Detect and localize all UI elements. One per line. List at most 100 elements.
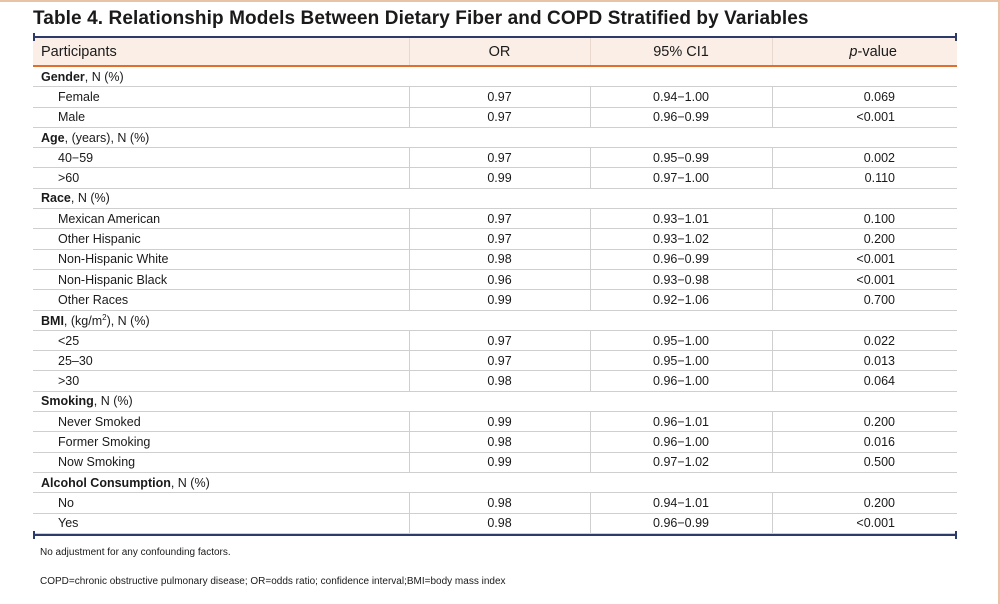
ci-cell: 0.93−1.01: [589, 208, 772, 230]
table-row: 40−59 0.97 0.95−0.99 0.002: [33, 147, 957, 169]
table-container: Participants OR 95% CI1 p-value Gender, …: [33, 33, 957, 539]
ci-cell: 0.93−1.02: [589, 228, 772, 250]
ci-cell: 0.93−0.98: [589, 269, 772, 291]
header-or: OR: [408, 38, 590, 67]
pvalue-cell: 0.022: [771, 330, 957, 352]
table-row: No 0.98 0.94−1.01 0.200: [33, 492, 957, 514]
group-name: Gender: [41, 69, 85, 84]
pvalue-cell: 0.016: [771, 431, 957, 453]
group-heading: Alcohol Consumption, N (%): [33, 472, 957, 494]
pvalue-cell: <0.001: [771, 513, 957, 534]
or-cell: 0.98: [408, 431, 590, 453]
or-cell: 0.99: [408, 167, 590, 189]
or-cell: 0.98: [408, 492, 590, 514]
row-label: Other Races: [33, 289, 409, 311]
group-suffix-end: ), N (%): [106, 313, 150, 328]
table-row: <25 0.97 0.95−1.00 0.022: [33, 330, 957, 352]
group-heading: Gender, N (%): [33, 66, 957, 88]
table-row: Mexican American 0.97 0.93−1.01 0.100: [33, 208, 957, 230]
ci-cell: 0.96−0.99: [589, 513, 772, 534]
header-participants: Participants: [33, 38, 409, 67]
ci-cell: 0.96−1.00: [589, 431, 772, 453]
table-row: Female 0.97 0.94−1.00 0.069: [33, 86, 957, 108]
right-border: [998, 0, 1000, 604]
group-name: Age: [41, 130, 65, 145]
group-heading: Race, N (%): [33, 188, 957, 210]
abbreviations-note: COPD=chronic obstructive pulmonary disea…: [40, 576, 506, 587]
pvalue-cell: 0.013: [771, 350, 957, 372]
row-label: Non-Hispanic White: [33, 249, 409, 270]
pvalue-cell: 0.700: [771, 289, 957, 311]
row-label: No: [33, 492, 409, 514]
group-heading: BMI, (kg/m2), N (%): [33, 310, 957, 331]
row-label: Non-Hispanic Black: [33, 269, 409, 291]
or-cell: 0.99: [408, 411, 590, 433]
row-label: Other Hispanic: [33, 228, 409, 250]
row-label: Never Smoked: [33, 411, 409, 433]
group-row: Smoking, N (%): [33, 391, 957, 413]
pvalue-cell: <0.001: [771, 249, 957, 270]
top-border: [0, 0, 1000, 2]
row-label: Former Smoking: [33, 431, 409, 453]
group-suffix: , N (%): [84, 69, 124, 84]
group-suffix: , (kg/m: [63, 313, 103, 328]
or-cell: 0.96: [408, 269, 590, 291]
group-suffix: , N (%): [93, 394, 133, 409]
group-suffix: , (years), N (%): [64, 130, 150, 145]
ci-cell: 0.95−1.00: [589, 330, 772, 352]
group-suffix: , N (%): [170, 475, 210, 490]
pvalue-cell: 0.069: [771, 86, 957, 108]
ci-cell: 0.97−1.00: [589, 167, 772, 189]
or-cell: 0.99: [408, 289, 590, 311]
pvalue-cell: <0.001: [771, 269, 957, 291]
group-name: BMI: [41, 313, 64, 328]
or-cell: 0.97: [408, 228, 590, 250]
header-pvalue: p-value: [771, 38, 957, 67]
or-cell: 0.99: [408, 452, 590, 473]
row-label: 25–30: [33, 350, 409, 372]
header-row: Participants OR 95% CI1 p-value: [33, 38, 957, 67]
ci-cell: 0.96−1.00: [589, 370, 772, 392]
ci-cell: 0.97−1.02: [589, 452, 772, 473]
table-row: Now Smoking 0.99 0.97−1.02 0.500: [33, 452, 957, 473]
pvalue-cell: 0.110: [771, 167, 957, 189]
or-cell: 0.97: [408, 330, 590, 352]
or-cell: 0.97: [408, 86, 590, 108]
group-heading: Age, (years), N (%): [33, 127, 957, 149]
row-label: Male: [33, 107, 409, 128]
ci-cell: 0.96−0.99: [589, 249, 772, 270]
header-ci: 95% CI1: [589, 38, 772, 67]
table-row: >30 0.98 0.96−1.00 0.064: [33, 370, 957, 392]
table-row: Never Smoked 0.99 0.96−1.01 0.200: [33, 411, 957, 433]
group-heading: Smoking, N (%): [33, 391, 957, 413]
group-suffix: , N (%): [70, 191, 110, 206]
or-cell: 0.98: [408, 249, 590, 270]
table-row: Other Hispanic 0.97 0.93−1.02 0.200: [33, 228, 957, 250]
table-row: Former Smoking 0.98 0.96−1.00 0.016: [33, 431, 957, 453]
group-row: Race, N (%): [33, 188, 957, 210]
ci-cell: 0.95−1.00: [589, 350, 772, 372]
table-row: 25–30 0.97 0.95−1.00 0.013: [33, 350, 957, 372]
or-cell: 0.97: [408, 350, 590, 372]
pvalue-cell: 0.200: [771, 492, 957, 514]
row-label: Now Smoking: [33, 452, 409, 473]
group-row: Age, (years), N (%): [33, 127, 957, 149]
or-cell: 0.98: [408, 513, 590, 534]
row-label: Female: [33, 86, 409, 108]
table-row: >60 0.99 0.97−1.00 0.110: [33, 167, 957, 189]
ci-cell: 0.92−1.06: [589, 289, 772, 311]
pvalue-cell: 0.500: [771, 452, 957, 473]
pvalue-cell: 0.200: [771, 228, 957, 250]
table-body: Gender, N (%) Female 0.97 0.94−1.00 0.069 Mal…: [33, 66, 957, 534]
pvalue-cell: 0.200: [771, 411, 957, 433]
adjustment-note: No adjustment for any confounding factor…: [40, 547, 231, 558]
table-row: Yes 0.98 0.96−0.99 <0.001: [33, 513, 957, 534]
row-label: Mexican American: [33, 208, 409, 230]
row-label: <25: [33, 330, 409, 352]
group-row: BMI, (kg/m2), N (%): [33, 310, 957, 331]
pvalue-cell: 0.100: [771, 208, 957, 230]
or-cell: 0.97: [408, 208, 590, 230]
table-bottom-rule: [33, 530, 957, 539]
results-table: Participants OR 95% CI1 p-value Gender, …: [33, 38, 957, 534]
pvalue-cell: 0.002: [771, 147, 957, 169]
